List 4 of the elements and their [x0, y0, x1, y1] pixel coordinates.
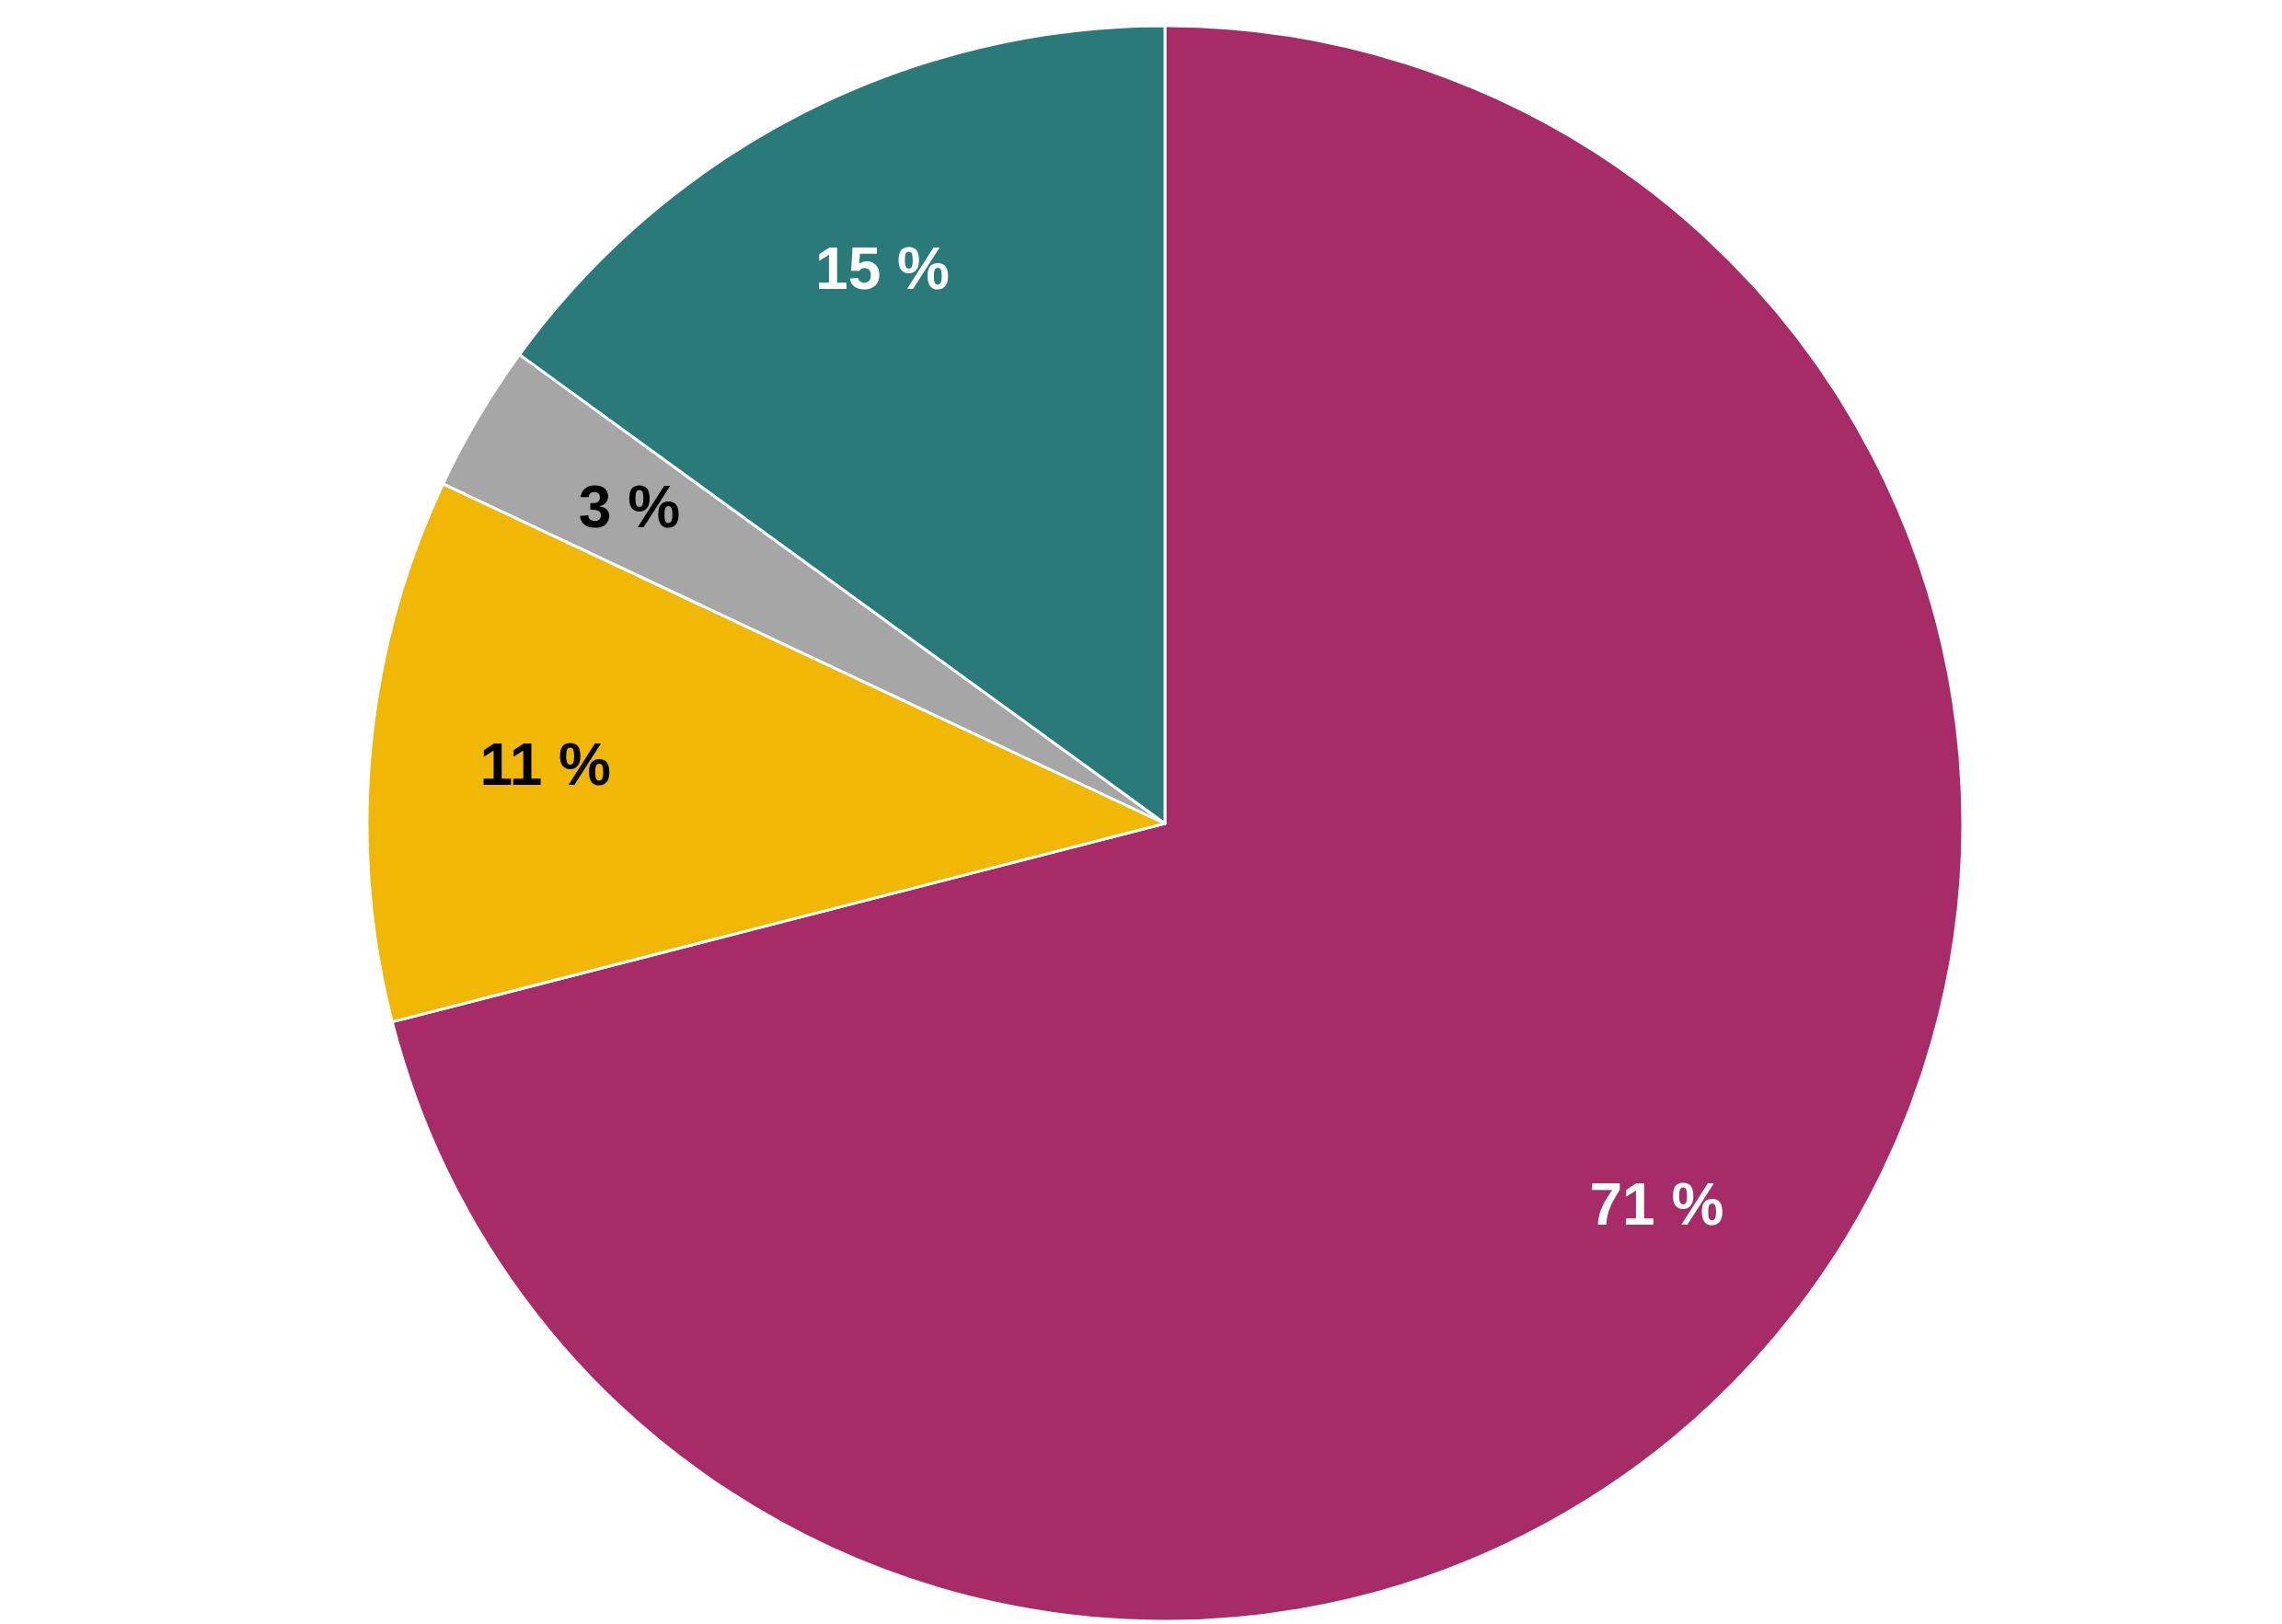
- data-label: 3 %: [578, 473, 681, 540]
- data-label: 15 %: [815, 236, 950, 303]
- data-label: 11 %: [479, 731, 611, 799]
- data-label: 71 %: [1589, 1171, 1724, 1238]
